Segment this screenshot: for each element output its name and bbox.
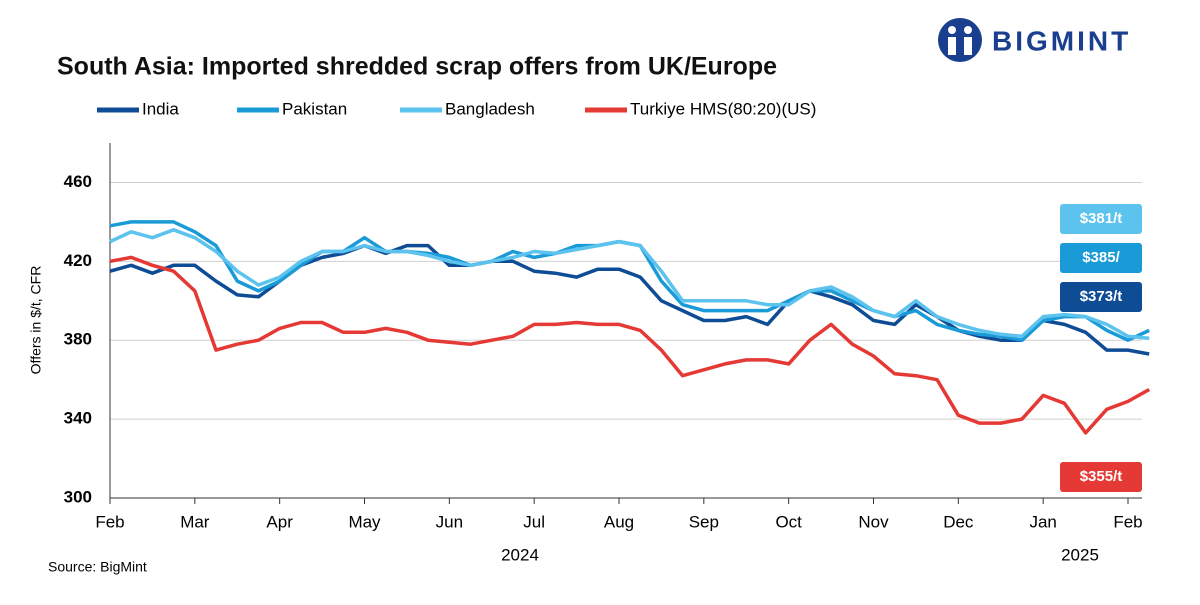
logo: BIGMINT <box>938 18 1131 62</box>
x-tick-label: Jul <box>523 512 545 531</box>
x-tick-label: Feb <box>95 512 124 531</box>
end-label-box <box>1060 462 1142 492</box>
x-tick-label: Feb <box>1113 512 1142 531</box>
y-tick-label: 300 <box>64 487 92 506</box>
legend-label: Turkiye HMS(80:20)(US) <box>630 99 816 118</box>
end-label-box <box>1060 204 1142 234</box>
y-tick-label: 380 <box>64 330 92 349</box>
end-label-box <box>1060 282 1142 312</box>
source: Source: BigMint <box>48 559 147 575</box>
x-tick-label: Jun <box>436 512 463 531</box>
y-tick-label: 460 <box>64 172 92 191</box>
x-tick-label: Nov <box>858 512 889 531</box>
legend-label: India <box>142 99 179 118</box>
y-axis-title: Offers in $/t, CFR <box>28 266 44 375</box>
series-line <box>109 228 1150 341</box>
x-tick-label: Mar <box>180 512 210 531</box>
end-label: $355/t <box>1080 468 1123 485</box>
x-tick-label: May <box>348 512 381 531</box>
x-tick-label: Apr <box>266 512 293 531</box>
y-tick-label: 420 <box>64 251 92 270</box>
x-tick-label: Aug <box>604 512 634 531</box>
y-tick-label: 340 <box>64 409 92 428</box>
chart-title: South Asia: Imported shredded scrap offe… <box>57 53 777 81</box>
x-tick-label: Sep <box>689 512 719 531</box>
legend-label: Pakistan <box>282 99 347 118</box>
end-label: $385/ <box>1082 249 1120 266</box>
year-label: 2024 <box>501 545 539 564</box>
end-label-box <box>1060 243 1142 273</box>
legend-label: Bangladesh <box>445 99 535 118</box>
year-label: 2025 <box>1061 545 1099 564</box>
brand: BIGMINT <box>992 25 1131 56</box>
x-tick-label: Jan <box>1029 512 1056 531</box>
series-line <box>109 255 1151 435</box>
end-label: $373/t <box>1080 288 1123 305</box>
x-tick-label: Oct <box>775 512 802 531</box>
x-tick-label: Dec <box>943 512 974 531</box>
end-label: $381/t <box>1080 210 1123 227</box>
